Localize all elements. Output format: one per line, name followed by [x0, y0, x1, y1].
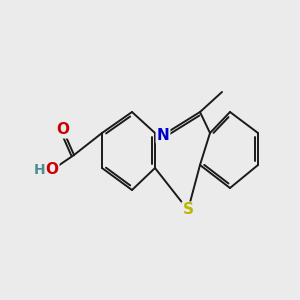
Text: N: N [157, 128, 169, 142]
Text: O: O [56, 122, 70, 137]
Text: H: H [34, 163, 45, 177]
Text: S: S [182, 202, 194, 217]
Text: O: O [46, 163, 59, 178]
